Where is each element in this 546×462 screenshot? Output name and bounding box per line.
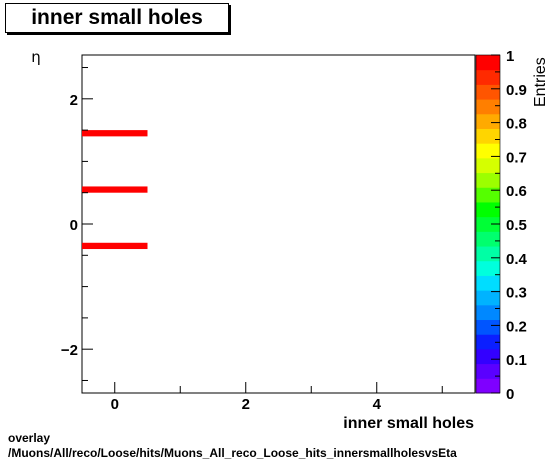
color-scale-swatch [476, 348, 500, 365]
color-scale-label: 0.3 [506, 285, 527, 302]
heatmap-cell [82, 130, 148, 137]
color-scale-swatch [476, 275, 500, 291]
color-scale-label: 0.5 [506, 217, 527, 234]
heatmap-cell [82, 242, 148, 250]
chart-title: inner small holes [5, 3, 229, 33]
x-tick-label: 4 [373, 396, 382, 413]
color-scale-label: 0.6 [506, 183, 527, 200]
color-scale-label: 0.4 [506, 251, 528, 268]
color-scale-swatch [476, 216, 500, 232]
color-scale-swatch [476, 69, 500, 85]
color-scale-swatch [476, 99, 500, 115]
x-tick-label: 2 [242, 396, 250, 413]
color-scale-label: 0 [506, 386, 514, 403]
color-scale-label: 1 [506, 48, 514, 65]
color-scale-label: 0.2 [506, 318, 527, 335]
color-scale-label: 0.7 [506, 149, 527, 166]
color-axis-label: Entries [532, 57, 546, 107]
color-scale-swatch [476, 246, 500, 262]
color-scale-label: 0.1 [506, 352, 527, 369]
y-axis-label: η [31, 48, 41, 66]
color-scale-label: 0.9 [506, 82, 527, 99]
color-scale-swatch [476, 113, 500, 129]
color-scale-swatch [476, 378, 500, 394]
color-scale-swatch [476, 84, 500, 100]
x-axis-label: inner small holes [343, 415, 474, 432]
color-scale-swatch [476, 187, 500, 203]
color-scale-swatch [476, 201, 500, 218]
color-scale-swatch [476, 363, 500, 379]
footer-overlay: overlay [8, 431, 51, 445]
color-scale-swatch [476, 55, 500, 71]
color-scale-swatch [476, 290, 500, 306]
color-scale-swatch [476, 319, 500, 335]
color-scale-swatch [476, 143, 500, 159]
color-scale-swatch [476, 334, 500, 350]
color-scale-swatch [476, 304, 500, 321]
heatmap-cell [82, 186, 148, 193]
color-scale-label: 0.8 [506, 116, 527, 133]
x-tick-label: 0 [111, 396, 119, 413]
color-scale-swatch [476, 172, 500, 188]
y-tick-label: −2 [61, 342, 78, 359]
color-scale-swatch [476, 260, 500, 276]
color-scale-swatch [476, 231, 500, 247]
color-scale-swatch [476, 157, 500, 174]
color-scale-swatch [476, 128, 500, 144]
y-tick-label: 0 [70, 217, 78, 234]
footer-path: /Muons/All/reco/Loose/hits/Muons_All_rec… [8, 446, 457, 460]
plot-frame [81, 54, 476, 394]
y-tick-label: 2 [70, 92, 78, 109]
